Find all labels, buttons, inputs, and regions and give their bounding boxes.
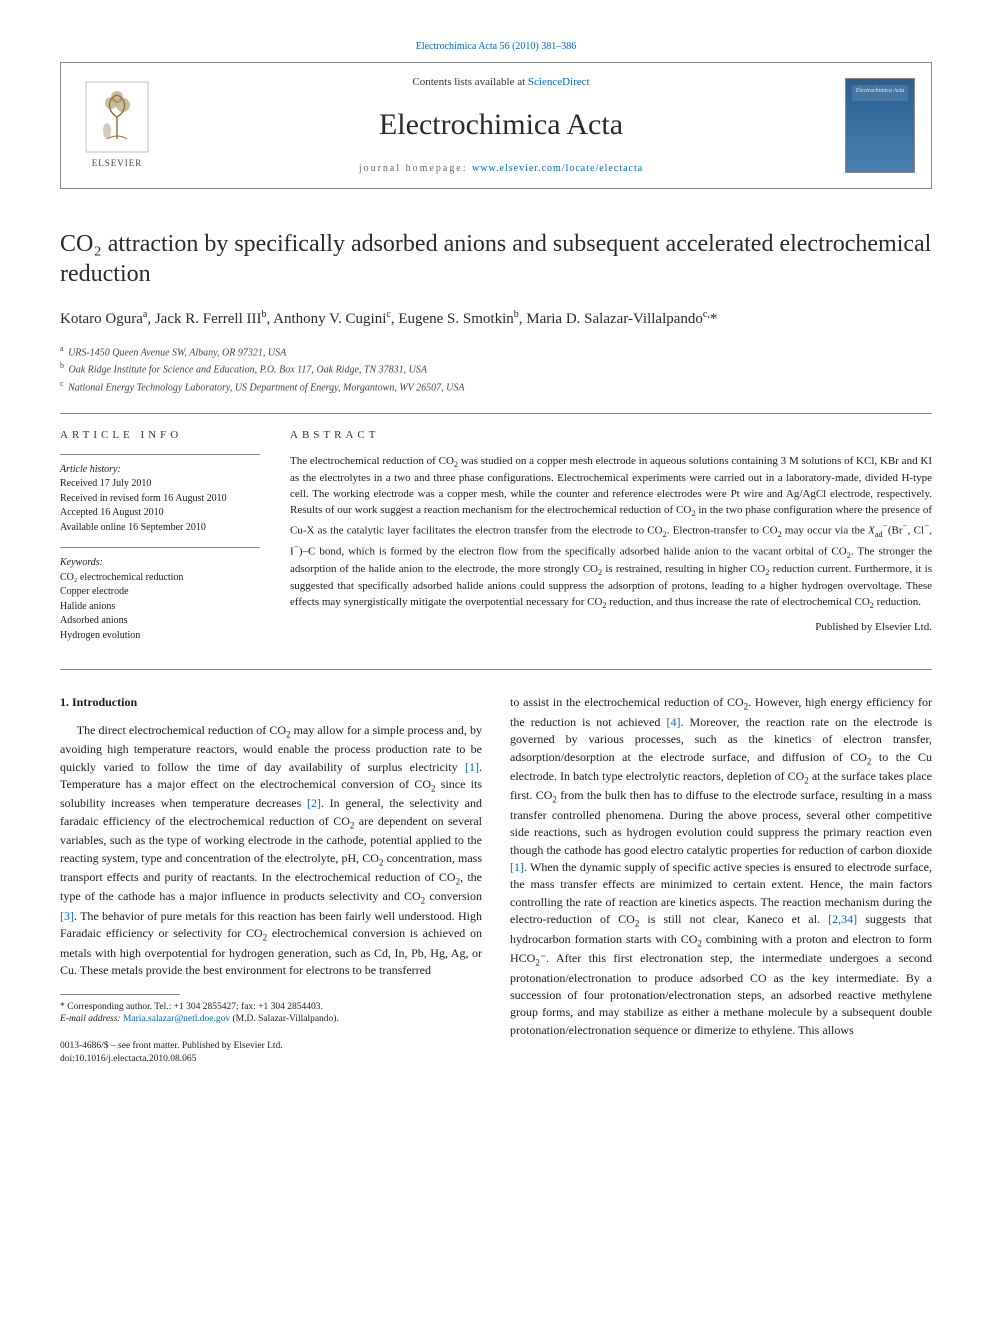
footnotes-block: * Corresponding author. Tel.: +1 304 285…	[60, 1001, 482, 1027]
intro-paragraph-1: The direct electrochemical reduction of …	[60, 722, 482, 980]
abstract-heading: ABSTRACT	[290, 428, 932, 444]
homepage-prefix: journal homepage:	[359, 163, 472, 174]
journal-homepage-line: journal homepage: www.elsevier.com/locat…	[157, 162, 845, 176]
article-meta-row: ARTICLE INFO Article history: Received 1…	[60, 413, 932, 670]
divider	[60, 547, 260, 548]
affiliation-line: c National Energy Technology Laboratory,…	[60, 378, 932, 395]
journal-name: Electrochimica Acta	[157, 104, 845, 146]
running-head-link[interactable]: Electrochimica Acta 56 (2010) 381–386	[60, 40, 932, 54]
history-line: Available online 16 September 2010	[60, 521, 260, 536]
citation-link[interactable]: [1]	[510, 860, 524, 874]
corresponding-author-note: * Corresponding author. Tel.: +1 304 285…	[60, 1001, 482, 1014]
keyword-line: Adsorbed anions	[60, 614, 260, 629]
history-label: Article history:	[60, 463, 260, 478]
citation-link[interactable]: [4]	[666, 715, 680, 729]
keyword-line: Copper electrode	[60, 585, 260, 600]
contents-available-line: Contents lists available at ScienceDirec…	[157, 75, 845, 90]
keyword-line: Hydrogen evolution	[60, 629, 260, 644]
article-body-columns: 1. Introduction The direct electrochemic…	[60, 694, 932, 1065]
journal-cover-thumbnail: Electrochimica Acta	[845, 78, 915, 173]
citation-link[interactable]: [2]	[307, 796, 321, 810]
sciencedirect-link[interactable]: ScienceDirect	[528, 76, 590, 88]
intro-paragraph-2: to assist in the electrochemical reducti…	[510, 694, 932, 1039]
citation-link[interactable]: [1]	[465, 760, 479, 774]
keyword-line: CO₂ electrochemical reduction	[60, 571, 260, 586]
history-line: Received 17 July 2010	[60, 477, 260, 492]
article-info-column: ARTICLE INFO Article history: Received 1…	[60, 428, 260, 655]
affiliation-line: b Oak Ridge Institute for Science and Ed…	[60, 360, 932, 377]
published-by-line: Published by Elsevier Ltd.	[290, 620, 932, 636]
publisher-logo: ELSEVIER	[77, 76, 157, 176]
keyword-line: Halide anions	[60, 600, 260, 615]
cover-label: Electrochimica Acta	[846, 87, 914, 95]
contents-prefix: Contents lists available at	[412, 76, 527, 88]
homepage-link[interactable]: www.elsevier.com/locate/electacta	[472, 163, 643, 174]
front-matter-line: 0013-4686/$ – see front matter. Publishe…	[60, 1040, 482, 1053]
email-link[interactable]: Maria.salazar@netl.doe.gov	[123, 1014, 230, 1024]
elsevier-tree-icon	[85, 81, 149, 153]
citation-link[interactable]: [2,34]	[828, 912, 857, 926]
article-history-block: Article history: Received 17 July 2010Re…	[60, 463, 260, 536]
footnote-separator	[60, 994, 180, 995]
affiliation-line: a URS-1450 Queen Avenue SW, Albany, OR 9…	[60, 343, 932, 360]
authors-line: Kotaro Oguraa, Jack R. Ferrell IIIb, Ant…	[60, 307, 932, 331]
doi-line: doi:10.1016/j.electacta.2010.08.065	[60, 1053, 482, 1066]
article-info-heading: ARTICLE INFO	[60, 428, 260, 444]
citation-link[interactable]: [3]	[60, 909, 74, 923]
publisher-name: ELSEVIER	[92, 157, 143, 170]
email-label: E-mail address:	[60, 1014, 121, 1024]
abstract-body: The electrochemical reduction of CO2 was…	[290, 454, 932, 612]
history-line: Received in revised form 16 August 2010	[60, 492, 260, 507]
journal-header-box: ELSEVIER Contents lists available at Sci…	[60, 62, 932, 189]
divider	[60, 454, 260, 455]
history-line: Accepted 16 August 2010	[60, 506, 260, 521]
keywords-label: Keywords:	[60, 556, 260, 571]
header-center: Contents lists available at ScienceDirec…	[157, 75, 845, 176]
section-heading-intro: 1. Introduction	[60, 694, 482, 711]
keywords-block: Keywords: CO₂ electrochemical reductionC…	[60, 556, 260, 643]
email-line: E-mail address: Maria.salazar@netl.doe.g…	[60, 1013, 482, 1026]
article-title: CO₂ attraction by specifically adsorbed …	[60, 229, 932, 289]
affiliations-block: a URS-1450 Queen Avenue SW, Albany, OR 9…	[60, 343, 932, 405]
abstract-column: ABSTRACT The electrochemical reduction o…	[290, 428, 932, 655]
email-suffix: (M.D. Salazar-Villalpando).	[233, 1014, 339, 1024]
bottom-meta-block: 0013-4686/$ – see front matter. Publishe…	[60, 1040, 482, 1066]
